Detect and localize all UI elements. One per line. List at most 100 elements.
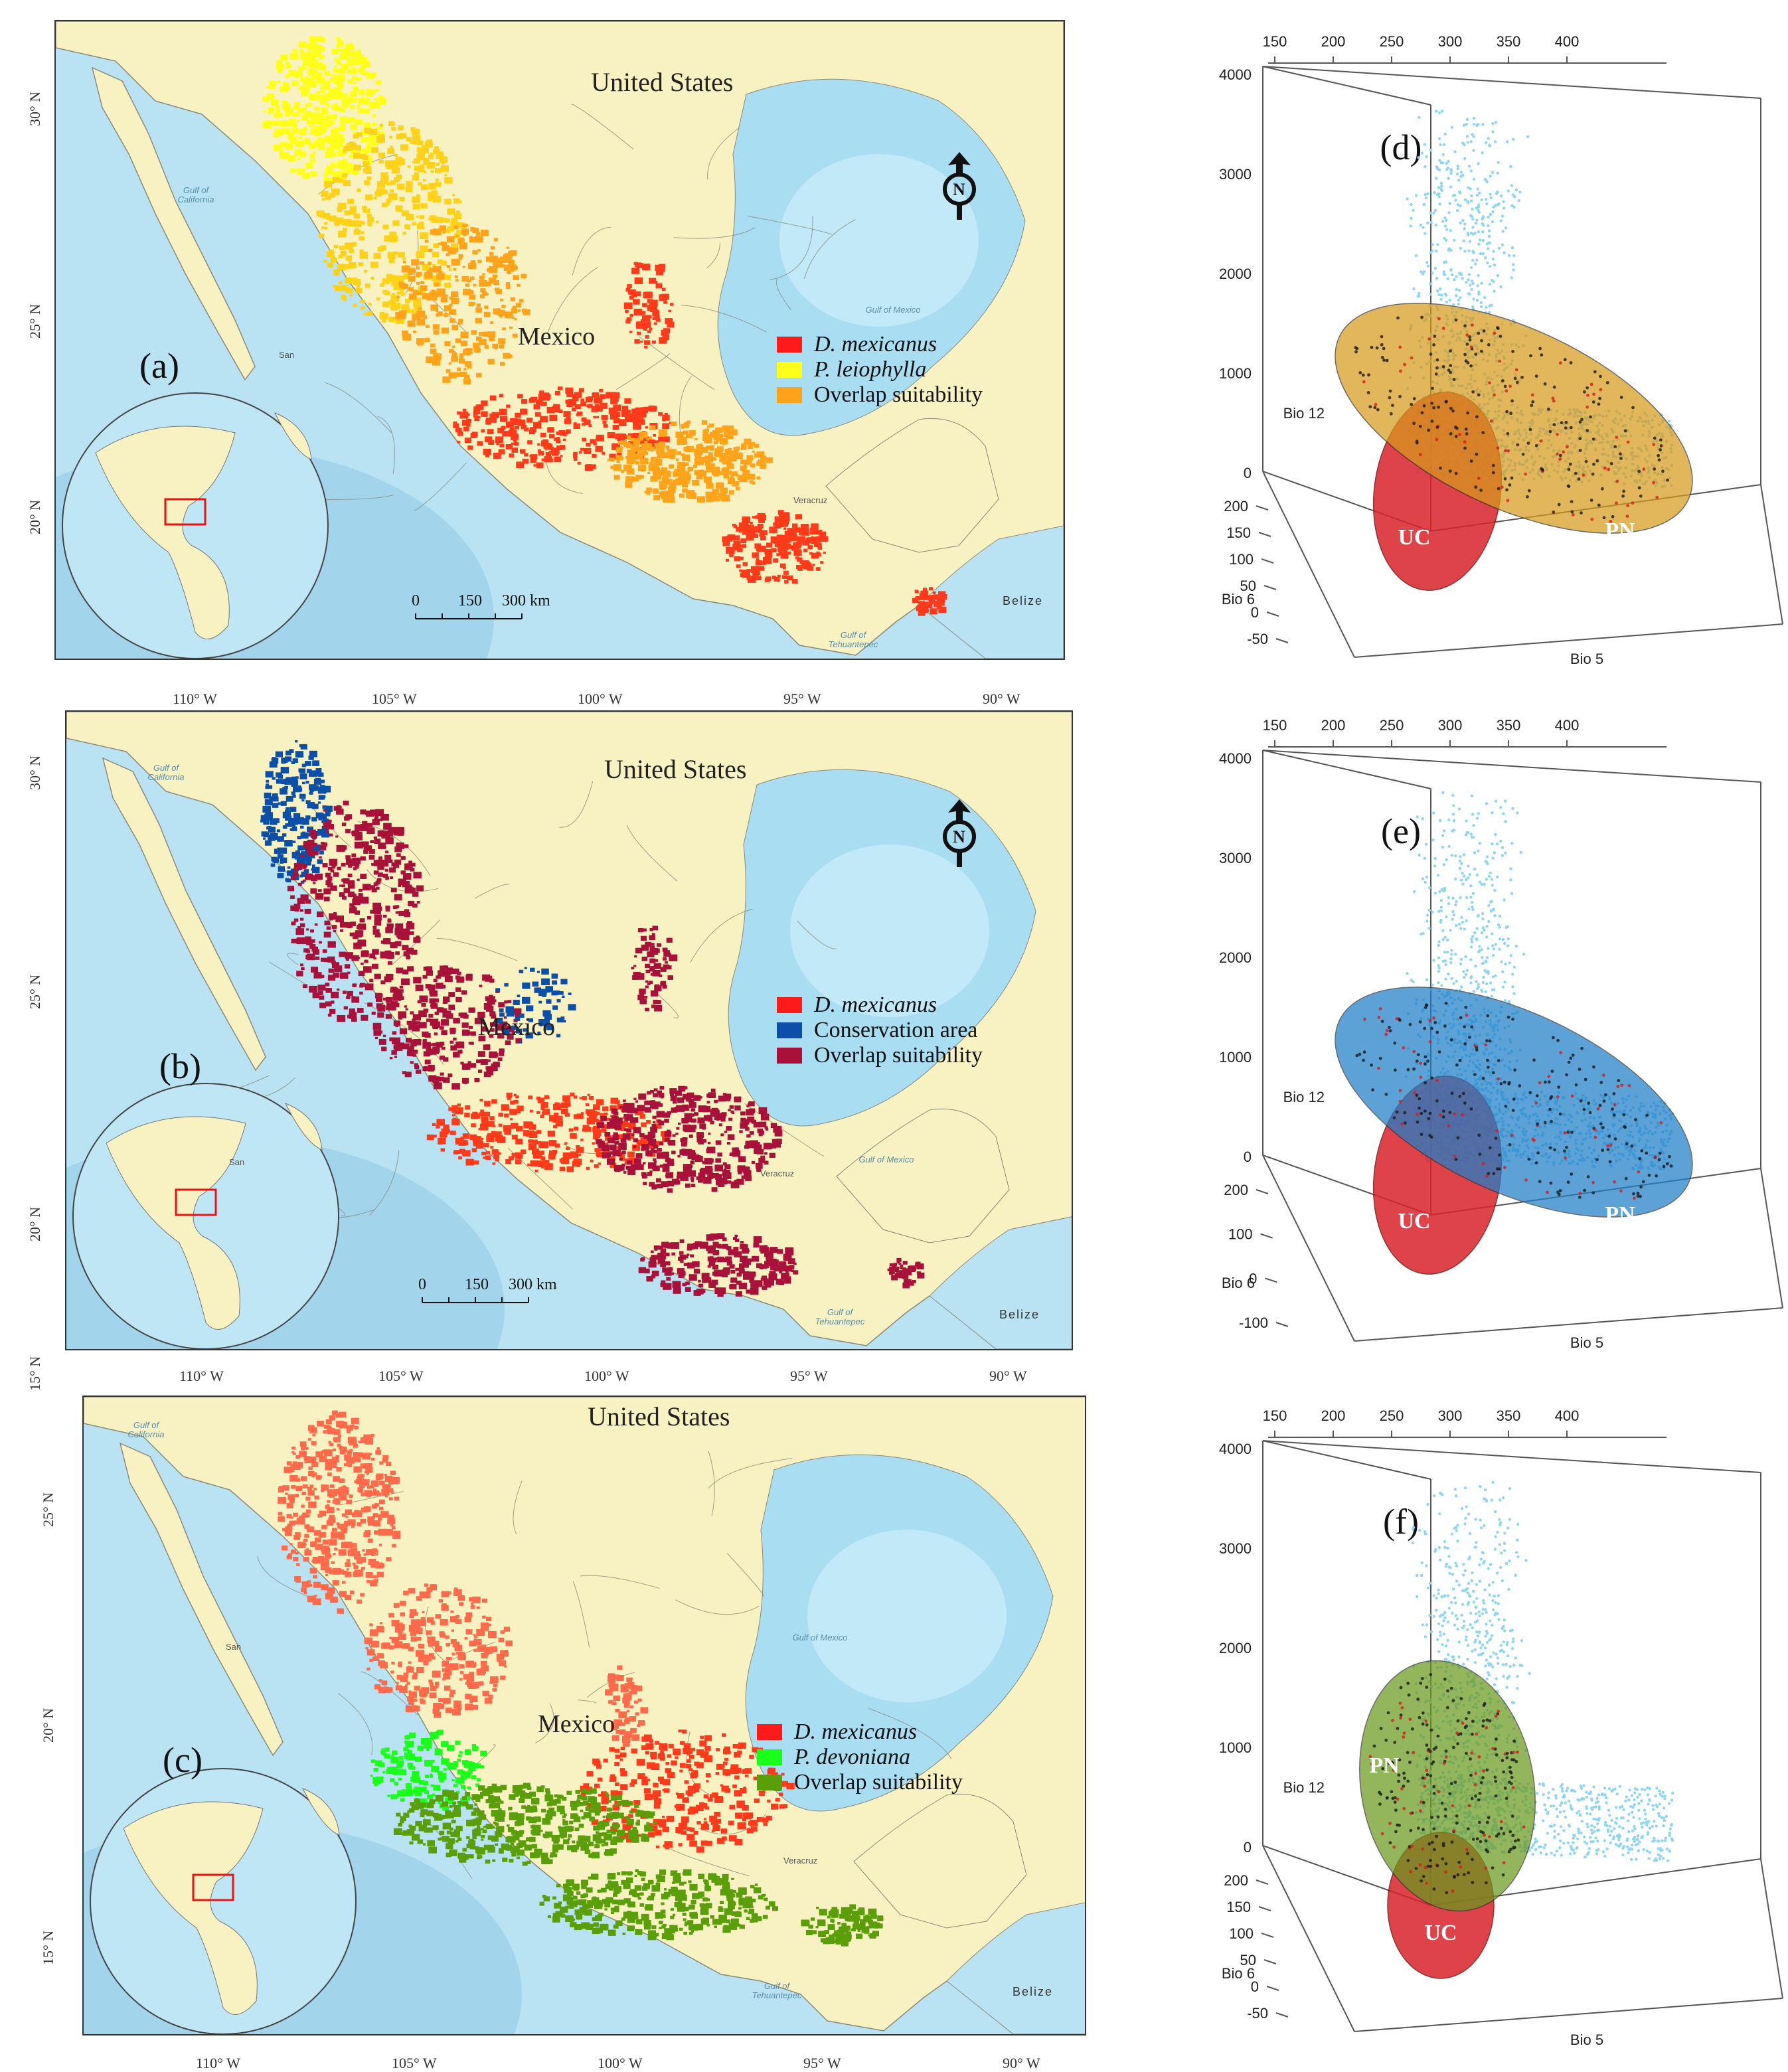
suitability-pixel	[396, 967, 404, 974]
state-border-line	[513, 1480, 523, 1535]
suitability-pixel	[401, 304, 410, 311]
suitability-pixel	[271, 99, 279, 106]
suitability-pixel	[449, 1040, 454, 1044]
suitability-pixel	[728, 1117, 733, 1121]
suitability-pixel	[352, 983, 357, 987]
suitability-pixel	[706, 1840, 712, 1846]
suitability-pixel	[362, 206, 367, 210]
suitability-pixel	[735, 1812, 743, 1819]
suitability-pixel	[634, 277, 643, 284]
suitability-pixel	[699, 1740, 707, 1747]
suitability-pixel	[305, 163, 313, 169]
suitability-pixel	[442, 245, 449, 252]
suitability-pixel	[351, 996, 356, 999]
suitability-pixel	[776, 534, 783, 540]
suitability-pixel	[779, 1804, 785, 1809]
suitability-pixel	[704, 1277, 712, 1283]
suitability-pixel	[457, 238, 465, 244]
suitability-pixel	[337, 989, 340, 991]
suitability-pixel	[350, 209, 357, 215]
suitability-pixel	[700, 1840, 708, 1846]
suitability-pixel	[716, 1748, 720, 1751]
suitability-pixel	[366, 1649, 375, 1656]
suitability-pixel	[342, 94, 347, 98]
suitability-pixel	[327, 975, 336, 981]
suitability-pixel	[321, 1489, 325, 1492]
suitability-pixel	[353, 1551, 361, 1556]
suitability-pixel	[661, 1255, 666, 1259]
suitability-pixel	[286, 1514, 292, 1518]
suitability-pixel	[579, 388, 584, 392]
suitability-pixel	[367, 1002, 372, 1007]
suitability-pixel	[603, 1124, 609, 1129]
suitability-pixel	[587, 1093, 590, 1096]
suitability-pixel	[440, 293, 444, 297]
suitability-pixel	[339, 281, 343, 285]
suitability-pixel	[410, 140, 415, 144]
suitability-pixel	[544, 1163, 553, 1170]
suitability-pixel	[403, 1591, 409, 1595]
suitability-pixel	[458, 321, 463, 325]
state-border-line	[615, 353, 671, 390]
suitability-pixel	[770, 1266, 775, 1271]
suitability-pixel	[515, 1159, 522, 1164]
suitability-pixel	[667, 496, 675, 503]
suitability-pixel	[386, 951, 394, 959]
suitability-pixel	[725, 558, 729, 562]
suitability-pixel	[610, 1145, 617, 1151]
suitability-pixel	[487, 1631, 497, 1638]
suitability-pixel	[476, 1059, 481, 1064]
suitability-pixel	[276, 110, 281, 114]
suitability-pixel	[282, 100, 288, 106]
suitability-pixel	[495, 289, 503, 295]
suitability-pixel	[658, 429, 667, 437]
suitability-pixel	[709, 445, 715, 449]
suitability-pixel	[635, 262, 641, 268]
suitability-pixel	[573, 1158, 582, 1166]
suitability-pixel	[564, 431, 568, 435]
suitability-pixel	[683, 1164, 692, 1171]
suitability-pixel	[774, 516, 783, 523]
suitability-pixel	[672, 1134, 676, 1137]
suitability-pixel	[687, 1125, 696, 1133]
suitability-pixel	[451, 1083, 460, 1090]
suitability-pixel	[682, 1283, 687, 1287]
suitability-pixel	[528, 429, 535, 435]
suitability-pixel	[547, 427, 554, 433]
suitability-pixel	[522, 996, 530, 1004]
suitability-pixel	[535, 412, 541, 417]
suitability-pixel	[742, 1262, 749, 1268]
suitability-pixel	[651, 943, 655, 946]
suitability-pixel	[428, 1014, 434, 1018]
suitability-area	[722, 510, 829, 584]
suitability-pixel	[760, 463, 767, 469]
suitability-pixel	[537, 1031, 541, 1034]
suitability-pixel	[313, 140, 322, 147]
suitability-pixel	[717, 1838, 725, 1844]
suitability-pixel	[489, 278, 496, 283]
suitability-pixel	[430, 1621, 436, 1625]
suitability-pixel	[652, 949, 657, 952]
suitability-pixel	[639, 993, 644, 996]
suitability-pixel	[540, 1156, 546, 1160]
suitability-pixel	[398, 910, 406, 916]
suitability-pixel	[596, 406, 603, 412]
suitability-pixel	[432, 1656, 436, 1660]
suitability-pixel	[621, 1816, 630, 1824]
suitability-pixel	[279, 847, 287, 854]
suitability-pixel	[319, 850, 324, 855]
suitability-pixel	[356, 285, 361, 288]
suitability-pixel	[702, 434, 712, 441]
suitability-pixel	[599, 1806, 607, 1812]
suitability-pixel	[455, 1041, 465, 1049]
suitability-pixel	[683, 1171, 687, 1174]
suitability-pixel	[663, 1251, 667, 1254]
suitability-pixel	[726, 1246, 732, 1251]
suitability-pixel	[391, 127, 396, 131]
suitability-pixel	[685, 1183, 691, 1188]
suitability-pixel	[466, 418, 471, 424]
suitability-pixel	[451, 1652, 455, 1656]
suitability-pixel	[366, 1549, 374, 1555]
suitability-pixel	[430, 1686, 437, 1691]
suitability-pixel	[537, 1141, 542, 1145]
